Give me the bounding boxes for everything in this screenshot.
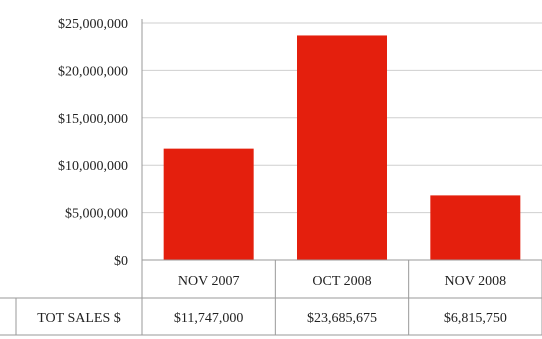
table-value-cell: $6,815,750 (444, 311, 507, 326)
x-category-label: NOV 2007 (178, 274, 240, 289)
bar (163, 148, 254, 260)
x-category-label: OCT 2008 (312, 274, 371, 289)
table-value-cell: $23,685,675 (307, 311, 377, 326)
y-tick-labels: $0 $5,000,000 $10,000,000 $15,000,000 $20,00… (58, 17, 128, 269)
axes (141, 19, 542, 335)
bars (163, 35, 521, 260)
y-tick-label: $25,000,000 (58, 17, 128, 32)
x-category-label: NOV 2008 (445, 274, 507, 289)
y-tick-label: $5,000,000 (65, 207, 128, 222)
bar (297, 35, 387, 260)
table-row-header: TOT SALES $ (37, 311, 121, 326)
table-value-cell: $11,747,000 (174, 311, 243, 326)
y-tick-label: $20,000,000 (58, 64, 128, 79)
y-tick-label: $10,000,000 (58, 159, 128, 174)
bar (430, 195, 521, 260)
data-table: NOV 2007 OCT 2008 NOV 2008 TOT SALES $ $11,7… (0, 260, 542, 336)
y-tick-label: $15,000,000 (58, 112, 128, 127)
y-tick-label: $0 (114, 254, 128, 269)
